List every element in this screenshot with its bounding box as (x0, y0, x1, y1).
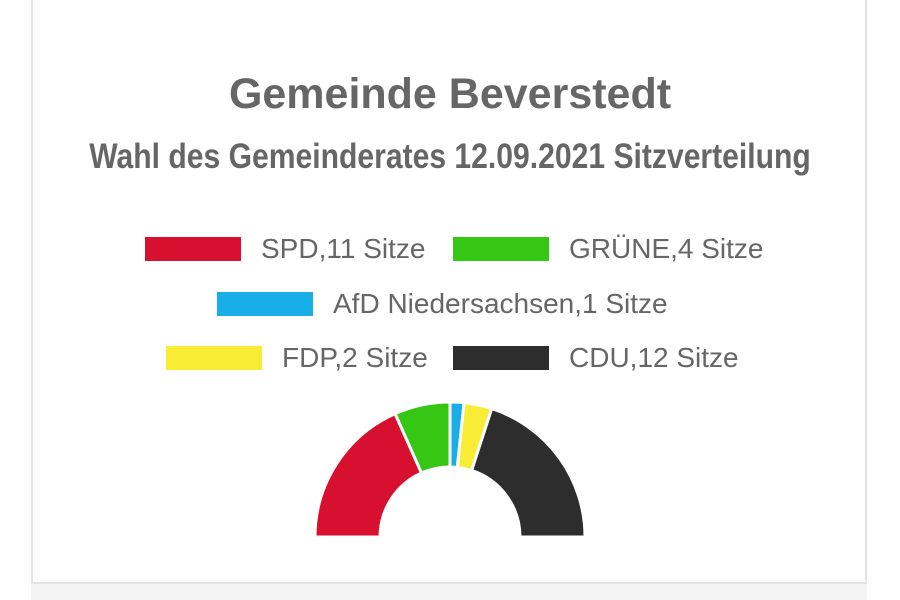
legend-item-cdu[interactable]: CDU,12 Sitze (453, 343, 739, 373)
legend-swatch-cdu (453, 346, 549, 370)
legend-swatch-fdp (166, 346, 262, 370)
legend-swatch-gruene (453, 237, 549, 261)
card-footer-strip (31, 582, 867, 600)
legend-item-gruene[interactable]: GRÜNE,4 Sitze (453, 234, 764, 264)
legend-label-gruene: GRÜNE,4 Sitze (569, 233, 764, 264)
legend-swatch-afd (217, 292, 313, 316)
legend-label-cdu: CDU,12 Sitze (569, 342, 739, 373)
legend-item-afd[interactable]: AfD Niedersachsen,1 Sitze (217, 289, 668, 319)
legend-label-afd: AfD Niedersachsen,1 Sitze (333, 288, 668, 319)
seat-segment-cdu[interactable] (470, 407, 587, 539)
legend-label-spd: SPD,11 Sitze (261, 233, 426, 264)
chart-title: Gemeinde Beverstedt (228, 70, 672, 118)
legend-item-spd[interactable]: SPD,11 Sitze (145, 234, 425, 264)
chart-card (31, 0, 867, 582)
seat-segment-spd[interactable] (313, 412, 424, 539)
chart-subtitle: Wahl des Gemeinderates 12.09.2021 Sitzve… (89, 137, 811, 176)
legend-swatch-spd (145, 237, 241, 261)
legend-item-fdp[interactable]: FDP,2 Sitze (166, 343, 428, 373)
legend-label-fdp: FDP,2 Sitze (282, 342, 428, 373)
